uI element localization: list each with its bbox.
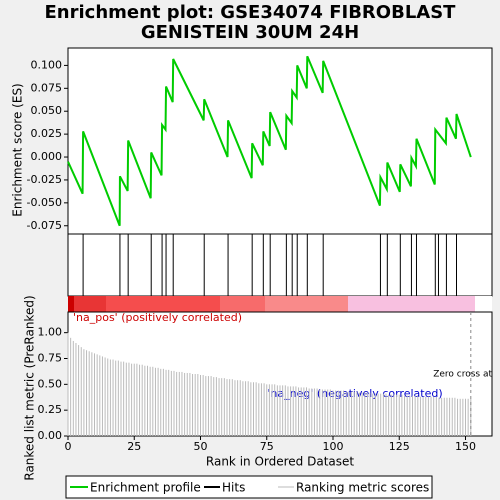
y-tick-label: 0.00 [38, 429, 63, 442]
annotation: Zero cross at [433, 370, 492, 380]
rank-color-bar [68, 296, 492, 312]
hits-panel [67, 233, 493, 297]
y-tick-label: 1.00 [38, 326, 63, 339]
x-tick-label: 150 [455, 440, 476, 453]
y-tick-label: 0.25 [38, 403, 63, 416]
y-tick-label: 0.075 [31, 81, 63, 94]
y-tick-label: -0.075 [27, 219, 62, 232]
y-tick-label: 0.100 [31, 58, 63, 71]
x-tick-label: 50 [194, 440, 208, 453]
es-panel [67, 47, 493, 235]
y-tick-label: 0.025 [31, 127, 63, 140]
x-tick-label: 25 [127, 440, 141, 453]
legend [65, 475, 433, 499]
y-tick-label: -0.025 [27, 173, 62, 186]
x-tick-label: 0 [65, 440, 72, 453]
legend-label: Enrichment profile [90, 481, 201, 495]
legend-label: Hits [222, 481, 245, 495]
chart-title: GENISTEIN 30UM 24H [141, 22, 359, 43]
annotation: 'na_pos' (positively correlated) [73, 311, 242, 324]
y-tick-label: -0.050 [27, 196, 62, 209]
y-tick-label: 0.050 [31, 104, 63, 117]
y-tick-label: 0.000 [31, 150, 63, 163]
x-tick-label: 100 [323, 440, 344, 453]
y-axis-label: Ranked list metric (PreRanked) [23, 295, 37, 480]
legend-label: Ranking metric scores [296, 481, 429, 495]
y-axis-label: Enrichment score (ES) [11, 83, 25, 216]
chart-title: Enrichment plot: GSE34074 FIBROBLAST [45, 2, 457, 23]
es-line [67, 55, 472, 227]
y-tick-label: 0.75 [38, 352, 63, 365]
x-tick-label: 75 [260, 440, 274, 453]
x-tick-label: 125 [389, 440, 410, 453]
x-axis-label: Rank in Ordered Dataset [206, 455, 354, 469]
y-tick-label: 0.50 [38, 377, 63, 390]
